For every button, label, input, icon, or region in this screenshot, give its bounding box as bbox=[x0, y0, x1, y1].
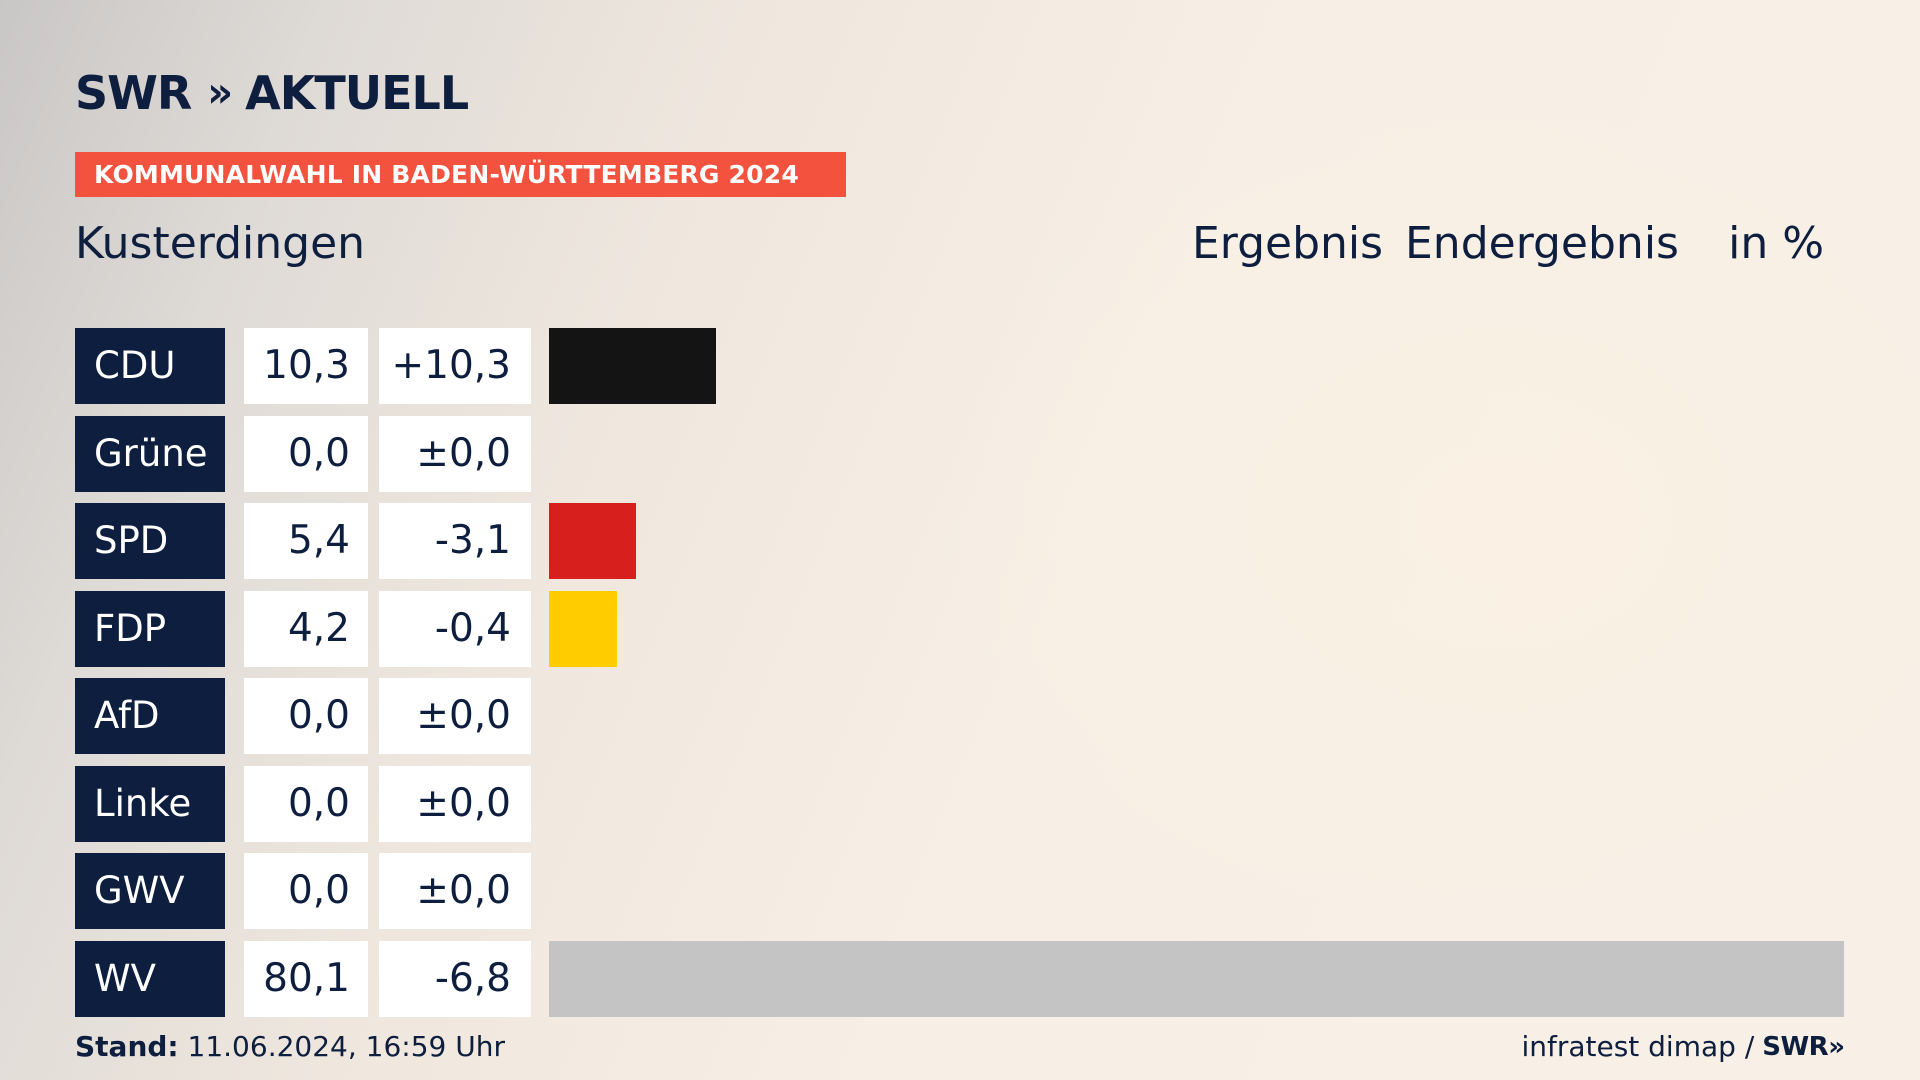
result-row: FDP 4,2 -0,4 bbox=[0, 590, 1920, 667]
unit-column-header: in % bbox=[1728, 218, 1824, 269]
result-column-header: Ergebnis bbox=[1192, 218, 1384, 269]
result-value: 4,2 bbox=[244, 590, 368, 667]
result-value: 0,0 bbox=[244, 415, 368, 492]
change-value: ±0,0 bbox=[379, 765, 531, 842]
result-row: Grüne 0,0 ±0,0 bbox=[0, 415, 1920, 492]
stand-value: 11.06.2024, 16:59 Uhr bbox=[187, 1030, 505, 1063]
party-label: GWV bbox=[75, 853, 225, 929]
party-label: Grüne bbox=[75, 415, 225, 492]
result-value: 10,3 bbox=[244, 328, 368, 404]
change-value: ±0,0 bbox=[379, 853, 531, 929]
party-label: FDP bbox=[75, 590, 225, 667]
swr-aktuell-logo: SWR» AKTUELL bbox=[75, 66, 469, 120]
logo-aktuell-text: AKTUELL bbox=[245, 66, 469, 120]
result-value: 5,4 bbox=[244, 503, 368, 579]
party-label: SPD bbox=[75, 503, 225, 579]
result-row: AfD 0,0 ±0,0 bbox=[0, 678, 1920, 754]
footer-stand: Stand: 11.06.2024, 16:59 Uhr bbox=[75, 1030, 505, 1063]
mini-logo-chevron-icon: » bbox=[1828, 1031, 1845, 1062]
result-bar bbox=[549, 328, 716, 404]
change-value: ±0,0 bbox=[379, 415, 531, 492]
result-bar bbox=[549, 503, 637, 579]
result-row: SPD 5,4 -3,1 bbox=[0, 503, 1920, 579]
result-value: 80,1 bbox=[244, 940, 368, 1017]
result-bar bbox=[549, 590, 617, 667]
source-text: infratest dimap / bbox=[1521, 1030, 1755, 1063]
swr-mini-logo: SWR» bbox=[1762, 1031, 1845, 1062]
result-row: CDU 10,3 +10,3 bbox=[0, 328, 1920, 404]
result-row: Linke 0,0 ±0,0 bbox=[0, 765, 1920, 842]
result-bar bbox=[549, 940, 1844, 1017]
change-value: -3,1 bbox=[379, 503, 531, 579]
party-label: Linke bbox=[75, 765, 225, 842]
change-value: -6,8 bbox=[379, 940, 531, 1017]
result-value: 0,0 bbox=[244, 678, 368, 754]
result-value: 0,0 bbox=[244, 853, 368, 929]
stand-label: Stand: bbox=[75, 1030, 179, 1063]
change-value: +10,3 bbox=[379, 328, 531, 404]
result-row: GWV 0,0 ±0,0 bbox=[0, 853, 1920, 929]
footer-source: infratest dimap / SWR» bbox=[1521, 1030, 1844, 1063]
status-column-header: Endergebnis bbox=[1405, 218, 1679, 269]
party-label: WV bbox=[75, 940, 225, 1017]
election-banner: KOMMUNALWAHL IN BADEN-WÜRTTEMBERG 2024 bbox=[75, 152, 846, 197]
logo-swr-text: SWR bbox=[75, 66, 192, 120]
result-row: WV 80,1 -6,8 bbox=[0, 940, 1920, 1017]
change-value: ±0,0 bbox=[379, 678, 531, 754]
mini-logo-text: SWR bbox=[1762, 1031, 1829, 1062]
party-label: AfD bbox=[75, 678, 225, 754]
result-value: 0,0 bbox=[244, 765, 368, 842]
change-value: -0,4 bbox=[379, 590, 531, 667]
party-label: CDU bbox=[75, 328, 225, 404]
place-title: Kusterdingen bbox=[75, 218, 366, 269]
